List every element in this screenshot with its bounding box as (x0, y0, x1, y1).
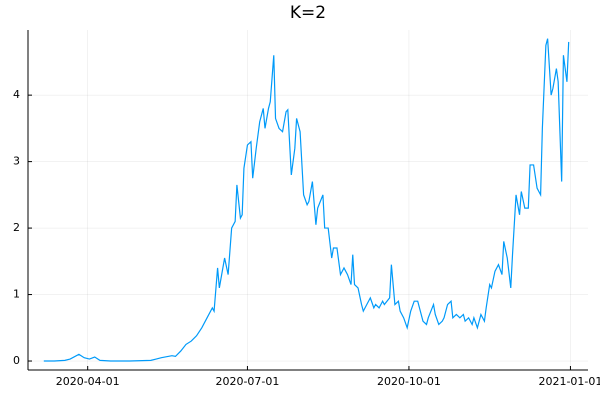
y-tick-label: 3 (13, 155, 20, 168)
x-tick-label: 2020-04-01 (56, 375, 120, 388)
x-tick-label: 2020-10-01 (377, 375, 441, 388)
chart-title: K=2 (290, 3, 326, 23)
line-series (43, 38, 570, 362)
x-tick-label: 2020-07-01 (215, 375, 279, 388)
x-tick-label: 2021-01-01 (538, 375, 600, 388)
y-tick-label: 4 (13, 88, 20, 101)
y-tick-label: 1 (13, 288, 20, 301)
y-tick-label: 2 (13, 221, 20, 234)
y-tick-label: 0 (13, 354, 20, 367)
